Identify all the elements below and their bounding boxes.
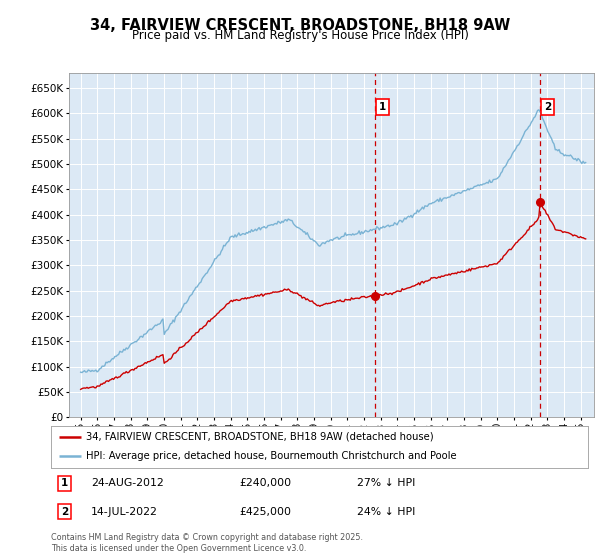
Text: 1: 1 [379,102,386,112]
Text: 24-AUG-2012: 24-AUG-2012 [91,478,164,488]
Text: 27% ↓ HPI: 27% ↓ HPI [357,478,415,488]
Text: 2: 2 [544,102,551,112]
Text: 2: 2 [61,507,68,516]
Text: 14-JUL-2022: 14-JUL-2022 [91,507,158,516]
Text: 24% ↓ HPI: 24% ↓ HPI [357,507,415,516]
Text: £240,000: £240,000 [239,478,291,488]
Text: Contains HM Land Registry data © Crown copyright and database right 2025.
This d: Contains HM Land Registry data © Crown c… [51,533,363,553]
Text: £425,000: £425,000 [239,507,291,516]
Text: 34, FAIRVIEW CRESCENT, BROADSTONE, BH18 9AW: 34, FAIRVIEW CRESCENT, BROADSTONE, BH18 … [90,18,510,32]
Text: HPI: Average price, detached house, Bournemouth Christchurch and Poole: HPI: Average price, detached house, Bour… [86,451,457,461]
Text: Price paid vs. HM Land Registry's House Price Index (HPI): Price paid vs. HM Land Registry's House … [131,29,469,42]
Text: 34, FAIRVIEW CRESCENT, BROADSTONE, BH18 9AW (detached house): 34, FAIRVIEW CRESCENT, BROADSTONE, BH18 … [86,432,434,442]
Text: 1: 1 [61,478,68,488]
